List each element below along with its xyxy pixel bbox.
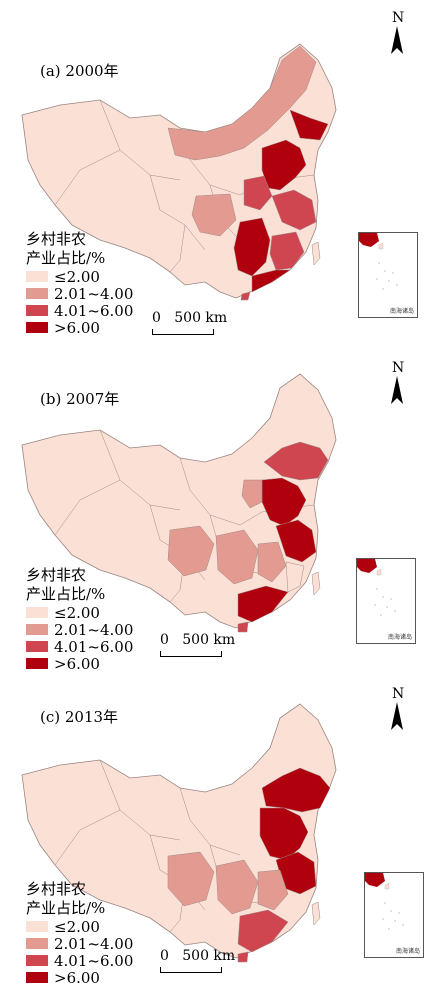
legend-swatch: [26, 658, 48, 669]
legend-swatch: [26, 938, 48, 949]
legend-swatch: [26, 921, 48, 932]
scale-label: 0 500 km: [152, 310, 228, 326]
panel-title: (b) 2007年: [40, 390, 120, 408]
legend-swatch: [26, 271, 48, 282]
region-shading: [167, 767, 331, 963]
scale-label: 0 500 km: [160, 948, 236, 964]
legend-swatch: [26, 972, 48, 983]
legend-swatch: [26, 288, 48, 299]
legend-row: 4.01~6.00: [26, 301, 134, 320]
north-label: N: [392, 360, 405, 376]
legend-title-line1: 乡村非农: [26, 230, 87, 248]
legend-label: 2.01~4.00: [54, 934, 134, 953]
scale-bar-line: [160, 651, 222, 657]
map-panel-2007: (b) 2007年 N 乡村非农 产业占比/% ≤2.00 2.01~4.00 …: [0, 330, 436, 673]
china-base: [21, 373, 337, 629]
legend-swatch: [26, 607, 48, 618]
legend-row: ≤2.00: [26, 603, 133, 622]
legend-title-line1: 乡村非农: [26, 566, 87, 584]
legend-label: >6.00: [54, 968, 100, 987]
legend-title-line2: 产业占比/%: [26, 899, 106, 917]
legend-label: ≤2.00: [54, 267, 100, 286]
legend-row: ≤2.00: [26, 917, 133, 936]
legend-title-line2: 产业占比/%: [26, 585, 106, 603]
legend-row: ≤2.00: [26, 267, 133, 286]
legend-row: >6.00: [26, 654, 133, 673]
south-china-sea-inset: 南海诸岛: [364, 872, 424, 958]
north-arrow-icon: [391, 26, 403, 54]
map-panel-2013: (c) 2013年 N 乡村非农 产业占比/% ≤2.00 2.01~4.00 …: [0, 660, 436, 990]
legend-label: 4.01~6.00: [54, 301, 134, 320]
panel-title: (c) 2013年: [40, 708, 119, 726]
china-map-2000: [21, 43, 337, 301]
legend-swatch: [26, 305, 48, 316]
legend-label: 2.01~4.00: [54, 620, 134, 639]
scale-label: 0 500 km: [160, 632, 236, 648]
north-label: N: [392, 10, 405, 26]
legend-title-line2: 产业占比/%: [26, 249, 106, 267]
inset-map: [359, 233, 398, 290]
region-shading: [167, 45, 329, 301]
region-shading: [167, 441, 329, 633]
china-map-2007: [21, 373, 337, 633]
legend-row: 2.01~4.00: [26, 934, 134, 953]
inset-label: 南海诸岛: [387, 634, 412, 641]
legend-title-line1: 乡村非农: [26, 880, 87, 898]
north-arrow-icon: [391, 702, 403, 730]
legend: 乡村非农 产业占比/% ≤2.00 2.01~4.00 4.01~6.00 >6…: [26, 230, 134, 337]
legend-label: 2.01~4.00: [54, 284, 134, 303]
legend-row: 4.01~6.00: [26, 637, 134, 656]
legend-swatch: [26, 955, 48, 966]
legend-label: >6.00: [54, 318, 100, 337]
south-china-sea-inset: 南海诸岛: [358, 232, 418, 318]
south-china-sea-inset: 南海诸岛: [356, 558, 416, 644]
inset-label: 南海诸岛: [395, 948, 420, 955]
north-label: N: [392, 686, 405, 702]
inset-map: [357, 559, 396, 616]
inset-label: 南海诸岛: [389, 308, 414, 315]
legend-swatch: [26, 624, 48, 635]
legend-label: 4.01~6.00: [54, 951, 134, 970]
legend: 乡村非农 产业占比/% ≤2.00 2.01~4.00 4.01~6.00 >6…: [26, 880, 134, 987]
north-arrow-icon: [391, 376, 403, 404]
legend-label: ≤2.00: [54, 917, 100, 936]
legend-row: 4.01~6.00: [26, 951, 134, 970]
map-panel-2000: (a) 2000年 N 乡村非农 产业占比/% ≤2.00 2.01~4.00 …: [0, 0, 436, 337]
legend-label: 4.01~6.00: [54, 637, 134, 656]
scale-bar-line: [152, 329, 214, 335]
scale-bar-line: [160, 967, 222, 973]
legend: 乡村非农 产业占比/% ≤2.00 2.01~4.00 4.01~6.00 >6…: [26, 566, 134, 673]
legend-row: >6.00: [26, 318, 133, 337]
inset-map: [365, 873, 404, 930]
legend-label: >6.00: [54, 654, 100, 673]
legend-row: >6.00: [26, 968, 133, 987]
legend-swatch: [26, 641, 48, 652]
china-base: [21, 703, 337, 959]
legend-row: 2.01~4.00: [26, 620, 134, 639]
china-map-2013: [21, 703, 337, 963]
panel-title: (a) 2000年: [40, 62, 119, 80]
legend-row: 2.01~4.00: [26, 284, 134, 303]
legend-swatch: [26, 322, 48, 333]
legend-label: ≤2.00: [54, 603, 100, 622]
